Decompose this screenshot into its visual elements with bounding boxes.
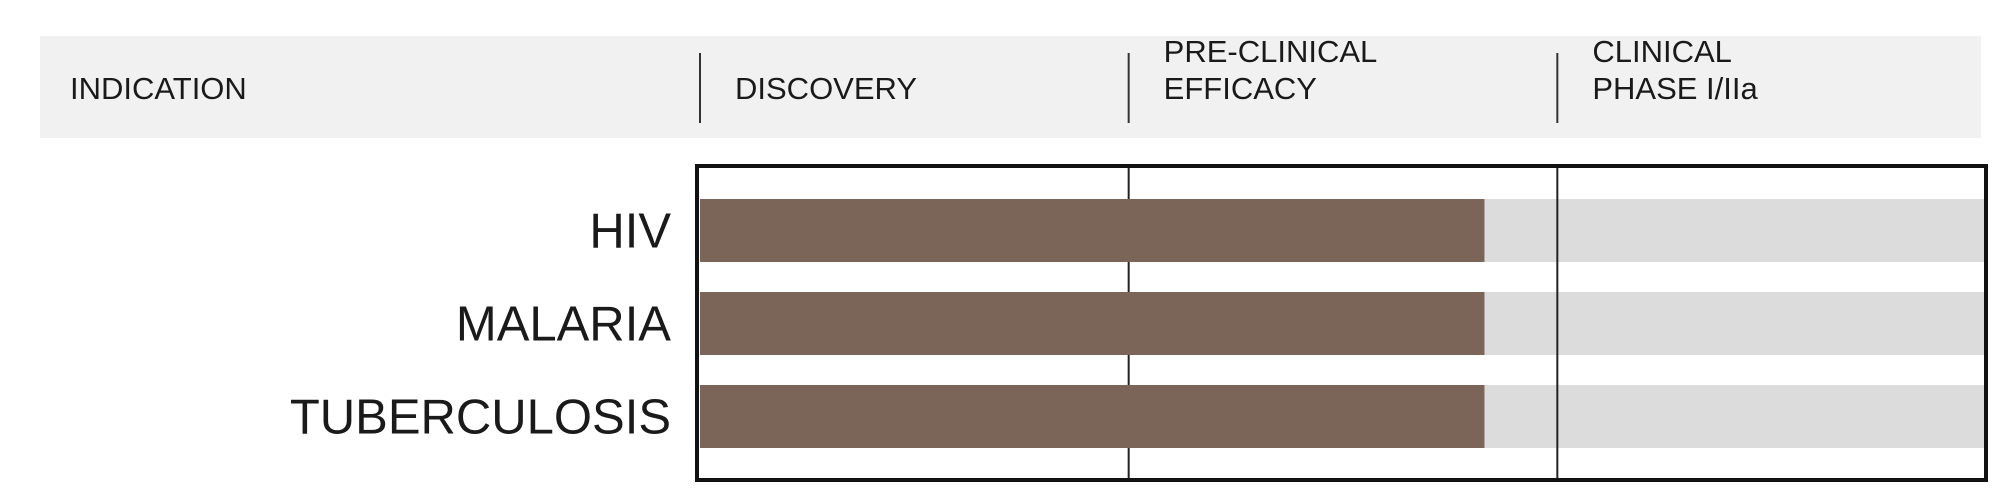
category-header: INDICATION — [70, 71, 247, 106]
bar — [700, 199, 1485, 262]
x-tick-label: DISCOVERY — [735, 71, 917, 106]
y-tick-label: HIV — [589, 205, 671, 259]
y-tick-label: TUBERCULOSIS — [290, 391, 671, 445]
y-tick-label: MALARIA — [456, 298, 671, 352]
bar — [700, 292, 1485, 355]
x-tick-label: CLINICAL PHASE I/IIa — [1592, 34, 1758, 106]
x-tick-label: PRE-CLINICAL EFFICACY — [1164, 34, 1378, 106]
plot-frame — [695, 164, 1988, 482]
header-band — [40, 36, 1981, 138]
bar — [700, 385, 1485, 448]
